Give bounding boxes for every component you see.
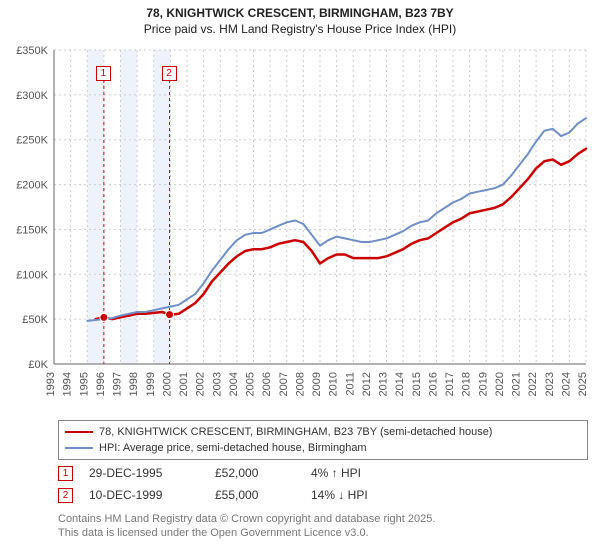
svg-text:£100K: £100K <box>16 269 48 281</box>
svg-text:2000: 2000 <box>161 372 173 396</box>
legend-swatch <box>65 431 93 433</box>
footnote-line: Contains HM Land Registry data © Crown c… <box>58 512 588 526</box>
footnote-line: This data is licensed under the Open Gov… <box>58 526 588 540</box>
svg-text:2011: 2011 <box>344 372 356 396</box>
svg-text:£250K: £250K <box>16 135 48 147</box>
svg-text:2002: 2002 <box>195 372 207 396</box>
svg-text:£150K: £150K <box>16 224 48 236</box>
svg-text:2003: 2003 <box>211 372 223 396</box>
sale-price: £55,000 <box>215 488 295 502</box>
svg-text:2010: 2010 <box>328 372 340 396</box>
svg-text:2023: 2023 <box>544 372 556 396</box>
chart-marker-badge: 2 <box>162 66 177 81</box>
sale-row: 2 10-DEC-1999 £55,000 14% ↓ HPI <box>58 484 588 506</box>
legend-item: HPI: Average price, semi-detached house,… <box>65 440 581 456</box>
svg-text:2008: 2008 <box>294 372 306 396</box>
svg-text:2013: 2013 <box>378 372 390 396</box>
svg-text:2001: 2001 <box>178 372 190 396</box>
sale-date: 10-DEC-1999 <box>89 488 199 502</box>
svg-text:1994: 1994 <box>62 372 74 396</box>
sale-date: 29-DEC-1995 <box>89 466 199 480</box>
svg-text:2016: 2016 <box>427 372 439 396</box>
svg-text:2025: 2025 <box>577 372 589 396</box>
svg-text:2018: 2018 <box>461 372 473 396</box>
chart-area: £0K £50K £100K £150K £200K £250K £300K £350K 199… <box>6 44 594 414</box>
svg-text:2014: 2014 <box>394 372 406 396</box>
legend-label: HPI: Average price, semi-detached house,… <box>99 440 367 456</box>
svg-text:2007: 2007 <box>278 372 290 396</box>
sale-badge: 1 <box>58 466 73 481</box>
svg-text:1995: 1995 <box>78 372 90 396</box>
svg-text:£50K: £50K <box>22 314 48 326</box>
sale-price: £52,000 <box>215 466 295 480</box>
chart-title: 78, KNIGHTWICK CRESCENT, BIRMINGHAM, B23… <box>0 6 600 20</box>
svg-text:2009: 2009 <box>311 372 323 396</box>
chart-marker-badge: 1 <box>96 66 111 81</box>
sales-table: 1 29-DEC-1995 £52,000 4% ↑ HPI 2 10-DEC-… <box>58 462 588 506</box>
svg-text:2024: 2024 <box>560 372 572 396</box>
svg-text:2006: 2006 <box>261 372 273 396</box>
svg-text:1997: 1997 <box>112 372 124 396</box>
sale-delta: 14% ↓ HPI <box>311 488 411 502</box>
svg-text:2022: 2022 <box>527 372 539 396</box>
svg-text:£350K: £350K <box>16 45 48 57</box>
legend-label: 78, KNIGHTWICK CRESCENT, BIRMINGHAM, B23… <box>99 424 492 440</box>
footnote: Contains HM Land Registry data © Crown c… <box>58 512 588 540</box>
sale-row: 1 29-DEC-1995 £52,000 4% ↑ HPI <box>58 462 588 484</box>
svg-text:1999: 1999 <box>145 372 157 396</box>
legend: 78, KNIGHTWICK CRESCENT, BIRMINGHAM, B23… <box>58 420 588 460</box>
svg-text:2005: 2005 <box>245 372 257 396</box>
svg-text:2012: 2012 <box>361 372 373 396</box>
svg-text:2017: 2017 <box>444 372 456 396</box>
svg-text:2020: 2020 <box>494 372 506 396</box>
legend-swatch <box>65 447 93 449</box>
sale-delta: 4% ↑ HPI <box>311 466 411 480</box>
svg-text:2021: 2021 <box>511 372 523 396</box>
svg-text:£200K: £200K <box>16 180 48 192</box>
svg-text:2015: 2015 <box>411 372 423 396</box>
legend-item: 78, KNIGHTWICK CRESCENT, BIRMINGHAM, B23… <box>65 424 581 440</box>
svg-text:£300K: £300K <box>16 90 48 102</box>
svg-text:1996: 1996 <box>95 372 107 396</box>
chart-subtitle: Price paid vs. HM Land Registry's House … <box>0 22 600 36</box>
sale-badge: 2 <box>58 488 73 503</box>
svg-text:2019: 2019 <box>477 372 489 396</box>
svg-text:2004: 2004 <box>228 372 240 396</box>
svg-text:1993: 1993 <box>45 372 57 396</box>
svg-text:£0K: £0K <box>28 359 48 371</box>
svg-text:1998: 1998 <box>128 372 140 396</box>
